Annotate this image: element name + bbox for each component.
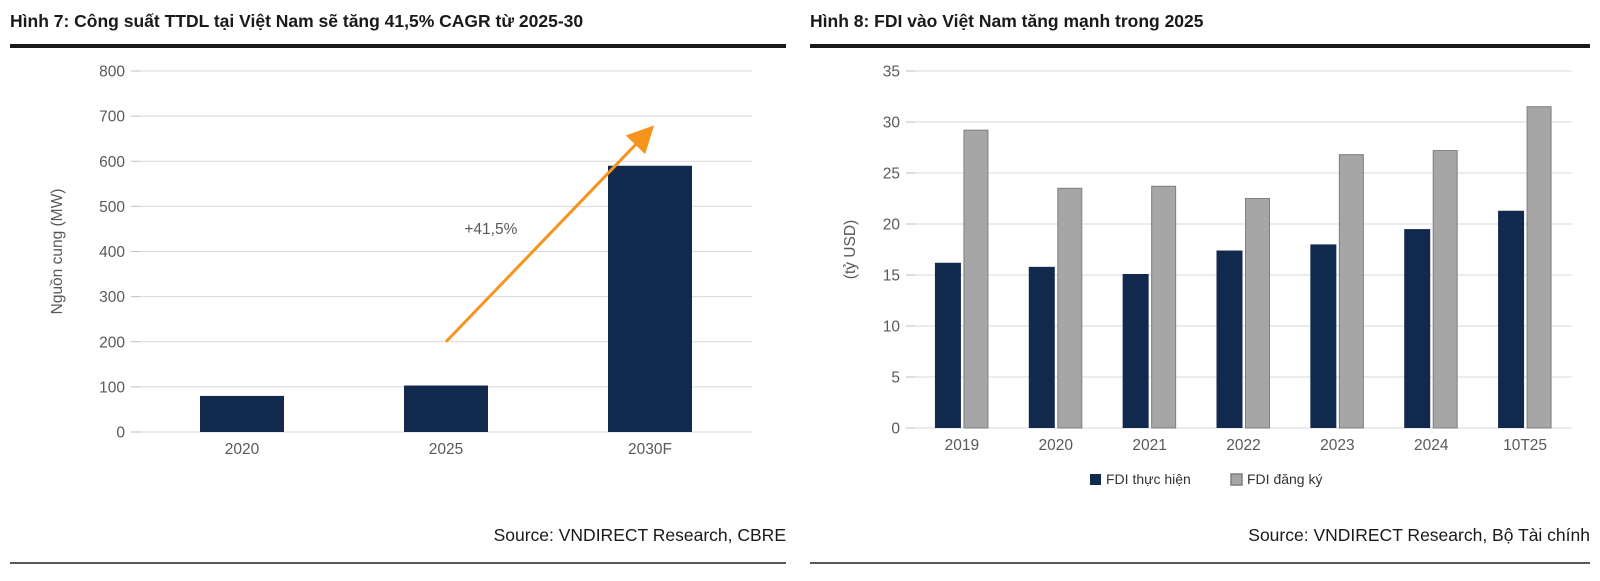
y-axis-title: (tỷ USD) bbox=[842, 220, 859, 279]
x-tick-label-2023: 2023 bbox=[1320, 437, 1354, 454]
bar-2030F bbox=[608, 165, 692, 432]
legend-label-fdi-dang-ky: FDI đăng ký bbox=[1247, 471, 1322, 487]
fdi-thuc-hien-bar-2024 bbox=[1404, 229, 1431, 428]
fdi-dang-ky-bar-2023 bbox=[1338, 154, 1364, 429]
datacenter-capacity-chart: 0 100 200 300 400 500 600 700 800 Nguồn cung (MW)… bbox=[49, 64, 752, 458]
report-figures-row: Hình 7: Công suất TTDL tại Việt Nam sẽ t… bbox=[10, 0, 1590, 564]
figure-8-title: Hình 8: FDI vào Việt Nam tăng mạnh trong… bbox=[810, 0, 1590, 48]
figure-8-source: Source: VNDIRECT Research, Bộ Tài chính bbox=[810, 500, 1590, 564]
y-tick-label-600: 600 bbox=[99, 154, 125, 171]
x-tick-label-2022: 2022 bbox=[1226, 437, 1260, 454]
y-tick-label-200: 200 bbox=[99, 334, 125, 351]
y-tick-label-10: 10 bbox=[883, 319, 901, 336]
fdi-thuc-hien-bar-2021 bbox=[1122, 273, 1149, 428]
figure-7-panel: Hình 7: Công suất TTDL tại Việt Nam sẽ t… bbox=[10, 0, 786, 564]
x-tick-label-2019: 2019 bbox=[945, 437, 979, 454]
x-tick-label-2024: 2024 bbox=[1414, 437, 1449, 454]
x-tick-label-2025: 2025 bbox=[429, 441, 463, 458]
fdi-dang-ky-bar-2022 bbox=[1245, 198, 1270, 429]
y-tick-label-700: 700 bbox=[99, 109, 125, 126]
x-tick-label-2020: 2020 bbox=[1039, 437, 1074, 454]
y-tick-label-25: 25 bbox=[883, 166, 900, 183]
fdi-thuc-hien-bar-2022 bbox=[1216, 250, 1243, 428]
fdi-thuc-hien-bar-2020 bbox=[1028, 266, 1055, 428]
bar-2020 bbox=[200, 395, 284, 432]
fdi-thuc-hien-bar-10T25 bbox=[1498, 210, 1525, 428]
figure-8-panel: Hình 8: FDI vào Việt Nam tăng mạnh trong… bbox=[810, 0, 1590, 564]
legend-swatch-fdi-dang-ky bbox=[1230, 473, 1243, 486]
y-tick-label-30: 30 bbox=[883, 115, 901, 132]
fdi-thuc-hien-bar-2019 bbox=[934, 262, 961, 428]
growth-annotation-label: +41,5% bbox=[464, 221, 517, 238]
y-tick-label-800: 800 bbox=[99, 64, 125, 81]
y-tick-label-100: 100 bbox=[99, 379, 125, 396]
legend-label-fdi-thuc-hien: FDI thực hiện bbox=[1106, 471, 1191, 487]
x-tick-label-2030F: 2030F bbox=[628, 441, 672, 458]
growth-arrow bbox=[444, 125, 655, 343]
fdi-dang-ky-bar-2019 bbox=[963, 129, 989, 429]
x-tick-label-2021: 2021 bbox=[1132, 437, 1166, 454]
y-tick-label-15: 15 bbox=[883, 268, 900, 285]
legend-swatch-fdi-thuc-hien bbox=[1090, 474, 1101, 485]
y-tick-label-0: 0 bbox=[116, 425, 125, 442]
figure-7-source: Source: VNDIRECT Research, CBRE bbox=[10, 500, 786, 564]
y-tick-label-0: 0 bbox=[891, 421, 900, 438]
y-tick-label-400: 400 bbox=[99, 244, 125, 261]
x-tick-label-10T25: 10T25 bbox=[1503, 437, 1547, 454]
y-tick-label-5: 5 bbox=[891, 370, 900, 387]
y-tick-label-300: 300 bbox=[99, 289, 125, 306]
fdi-dang-ky-bar-2024 bbox=[1432, 150, 1458, 429]
fdi-thuc-hien-bar-2023 bbox=[1310, 244, 1337, 428]
bar-2025 bbox=[404, 385, 488, 432]
x-tick-label-2020: 2020 bbox=[225, 441, 260, 458]
fdi-dang-ky-bar-10T25 bbox=[1526, 106, 1552, 429]
fdi-dang-ky-bar-2020 bbox=[1057, 187, 1083, 429]
y-tick-label-500: 500 bbox=[99, 199, 125, 216]
fdi-chart: 0 5 10 15 20 25 30 35 (tỷ USD) 2019 2020 2021 2022 20… bbox=[842, 64, 1572, 487]
fdi-dang-ky-bar-2021 bbox=[1151, 185, 1177, 429]
y-tick-label-35: 35 bbox=[883, 64, 900, 81]
y-axis-title: Nguồn cung (MW) bbox=[49, 189, 66, 315]
y-tick-label-20: 20 bbox=[883, 217, 901, 234]
figure-7-title: Hình 7: Công suất TTDL tại Việt Nam sẽ t… bbox=[10, 0, 786, 48]
